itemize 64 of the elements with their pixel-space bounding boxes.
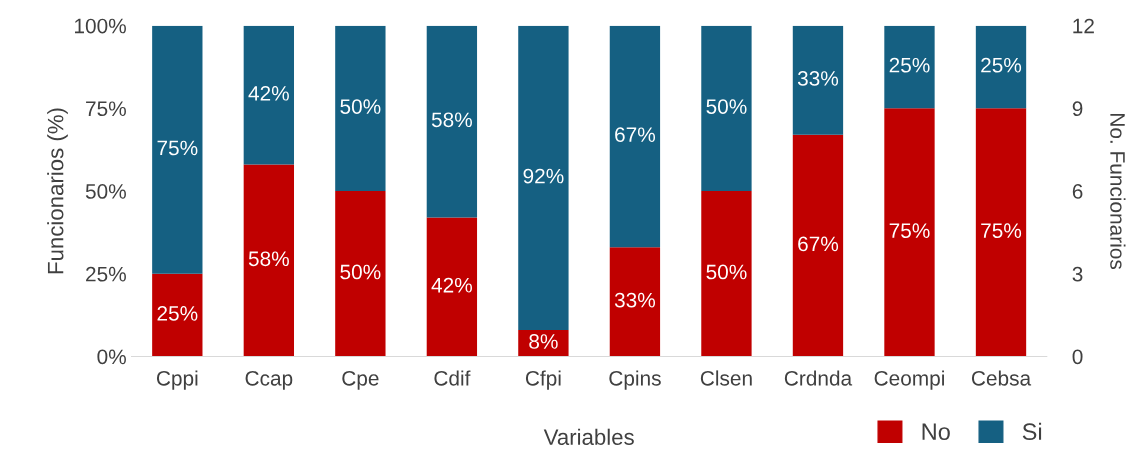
- data-label: 50%: [706, 99, 747, 114]
- y-tick-label: 100%: [75, 18, 126, 34]
- x-tick-label: Clsen: [700, 370, 752, 386]
- data-label: 25%: [981, 57, 1022, 73]
- y-tick-label: 0%: [97, 349, 126, 365]
- bar: [426, 25, 478, 218]
- data-label: 67%: [615, 127, 656, 143]
- bar: [243, 25, 295, 165]
- x-tick-label: Cebsa: [971, 370, 1032, 386]
- x-axis-title: Variables: [543, 428, 634, 446]
- x-tick-label: Cpins: [609, 370, 661, 390]
- y-tick-label: 25%: [86, 266, 126, 282]
- y2-axis-title: No. Funcionarios: [1110, 114, 1126, 270]
- data-label: 58%: [248, 251, 289, 267]
- data-label: 75%: [889, 223, 930, 239]
- bar: [335, 191, 386, 357]
- bar: [152, 273, 203, 357]
- data-label: 50%: [340, 264, 381, 280]
- x-tick-label: Cfpi: [525, 370, 561, 390]
- data-label: 42%: [431, 277, 472, 293]
- data-label: 92%: [523, 168, 564, 184]
- bar: [884, 25, 935, 109]
- x-tick-label: Cppi: [156, 370, 198, 390]
- bar: [609, 25, 661, 248]
- bar: [701, 191, 752, 357]
- bar: [975, 25, 1027, 109]
- x-tick-label: Cdif: [434, 370, 471, 386]
- y-tick-label: 75%: [86, 101, 126, 117]
- bar: [518, 25, 569, 331]
- bar: [243, 164, 295, 357]
- data-label: 75%: [157, 140, 198, 156]
- bar: [792, 25, 844, 135]
- data-label: 33%: [797, 71, 839, 86]
- data-label: 58%: [431, 112, 472, 128]
- bar: [975, 108, 1027, 357]
- bar: [335, 25, 386, 192]
- bar: [426, 217, 478, 357]
- x-tick-label: Ccap: [245, 370, 293, 390]
- y-tick-label: 50%: [85, 184, 126, 199]
- data-label: 50%: [340, 99, 381, 114]
- y2-tick-label: 6: [1072, 184, 1083, 199]
- y2-tick-label: 0: [1072, 349, 1083, 365]
- y-axis-title: Funcionarios (%): [47, 108, 68, 274]
- data-label: 33%: [614, 292, 656, 308]
- y2-tick-label: 9: [1072, 101, 1083, 117]
- bar: [701, 25, 752, 192]
- bar: [792, 134, 844, 357]
- x-tick-label: Ceompi: [874, 370, 944, 390]
- legend-label: No: [922, 423, 950, 441]
- data-label: 8%: [529, 334, 558, 349]
- data-label: 25%: [157, 305, 198, 321]
- bar: [609, 247, 661, 357]
- data-label: 42%: [248, 85, 289, 101]
- legend-label: Si: [1022, 422, 1042, 441]
- x-tick-label: Cpe: [342, 370, 379, 390]
- data-label: 25%: [889, 57, 930, 73]
- data-label: 67%: [798, 236, 839, 252]
- data-label: 50%: [706, 264, 747, 280]
- x-tick-label: Crdnda: [784, 370, 853, 386]
- y2-tick-label: 3: [1072, 266, 1083, 282]
- bar: [152, 25, 203, 274]
- data-label: 75%: [981, 223, 1022, 239]
- bar: [884, 108, 935, 357]
- y2-tick-label: 12: [1073, 18, 1094, 34]
